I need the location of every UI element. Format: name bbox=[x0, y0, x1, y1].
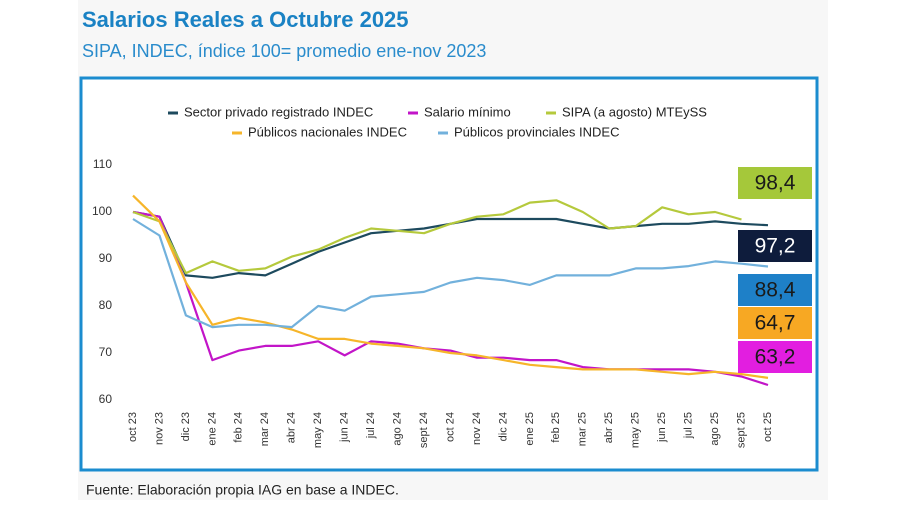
y-tick-label: 60 bbox=[99, 392, 113, 406]
x-tick-label: ago 24 bbox=[391, 412, 403, 446]
x-tick-label: jun 24 bbox=[339, 412, 351, 443]
x-tick-label: may 24 bbox=[312, 412, 324, 448]
x-tick-label: jun 25 bbox=[656, 412, 668, 443]
value-label: 98,4 bbox=[755, 172, 796, 195]
value-label: 63,2 bbox=[755, 346, 796, 369]
y-tick-label: 100 bbox=[92, 204, 112, 218]
x-tick-label: nov 23 bbox=[153, 412, 165, 445]
legend-label: SIPA (a agosto) MTEySS bbox=[562, 104, 707, 119]
x-tick-label: jul 25 bbox=[683, 412, 695, 439]
value-label-box bbox=[738, 274, 812, 306]
value-label-box bbox=[738, 307, 812, 339]
y-tick-label: 90 bbox=[99, 251, 113, 265]
y-tick-label: 80 bbox=[99, 298, 113, 312]
y-tick-label: 110 bbox=[93, 157, 112, 171]
x-tick-label: abr 24 bbox=[286, 412, 298, 443]
y-tick-label: 70 bbox=[99, 345, 113, 359]
x-tick-label: abr 25 bbox=[603, 412, 615, 443]
x-tick-label: oct 25 bbox=[762, 412, 774, 442]
chart-title: Salarios Reales a Octubre 2025 bbox=[82, 7, 409, 32]
x-tick-label: feb 25 bbox=[550, 412, 562, 443]
x-tick-label: feb 24 bbox=[233, 412, 245, 443]
value-label: 64,7 bbox=[755, 312, 796, 335]
x-tick-label: dic 23 bbox=[180, 412, 192, 441]
series-line bbox=[132, 194, 769, 379]
x-tick-label: oct 24 bbox=[444, 412, 456, 442]
chart-subtitle: SIPA, INDEC, índice 100= promedio ene-no… bbox=[82, 41, 486, 61]
x-tick-label: jul 24 bbox=[365, 412, 377, 439]
value-label-box bbox=[738, 230, 812, 262]
x-tick-label: mar 24 bbox=[259, 412, 271, 446]
x-tick-label: ene 25 bbox=[524, 412, 536, 446]
series-line bbox=[132, 199, 742, 275]
x-tick-label: mar 25 bbox=[577, 412, 589, 446]
legend-label: Públicos provinciales INDEC bbox=[454, 124, 619, 139]
legend-label: Sector privado registrado INDEC bbox=[184, 104, 373, 119]
x-tick-label: nov 24 bbox=[471, 412, 483, 445]
value-label-box bbox=[738, 167, 812, 199]
x-tick-label: ene 24 bbox=[206, 412, 218, 446]
x-tick-label: sept 25 bbox=[735, 412, 747, 448]
chart-frame bbox=[79, 76, 819, 472]
series-line bbox=[132, 210, 769, 387]
x-tick-label: oct 23 bbox=[127, 412, 139, 442]
value-label: 97,2 bbox=[755, 235, 796, 258]
x-tick-label: dic 24 bbox=[497, 412, 509, 441]
source-note: Fuente: Elaboración propia IAG en base a… bbox=[86, 482, 399, 498]
legend-label: Salario mínimo bbox=[424, 104, 511, 119]
series-line bbox=[132, 218, 769, 329]
x-tick-label: sept 24 bbox=[418, 412, 430, 448]
x-tick-label: ago 25 bbox=[709, 412, 721, 446]
value-label: 88,4 bbox=[755, 279, 796, 302]
legend-label: Públicos nacionales INDEC bbox=[248, 124, 407, 139]
x-tick-label: may 25 bbox=[630, 412, 642, 448]
value-label-box bbox=[738, 341, 812, 373]
